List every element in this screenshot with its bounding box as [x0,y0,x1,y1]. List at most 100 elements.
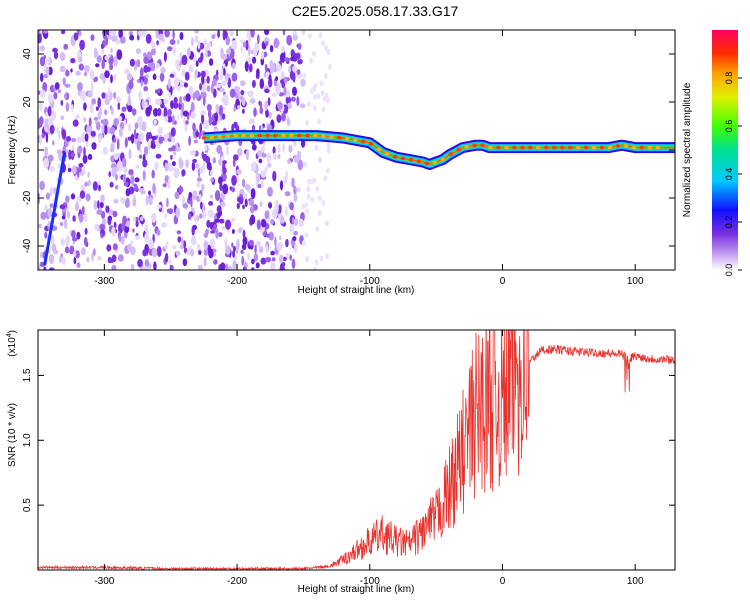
noise-blob [63,218,68,229]
noise-blob [183,82,188,88]
noise-blob [266,152,272,163]
noise-blob [39,56,46,67]
noise-blob [321,106,326,113]
noise-blob [135,216,139,222]
noise-blob [157,89,161,94]
noise-blob [225,263,229,270]
noise-blob [47,106,52,117]
noise-blob [213,223,217,232]
noise-blob [168,147,174,152]
noise-blob [172,30,175,40]
noise-blob [282,30,286,36]
noise-blob [229,88,236,99]
noise-blob [218,232,223,238]
noise-blob [248,45,251,57]
noise-blob [130,174,135,185]
noise-blob [260,257,267,265]
noise-blob [139,67,144,78]
noise-blob [94,116,98,121]
noise-blob [233,121,238,129]
noise-blob [123,166,128,173]
noise-blob [39,180,45,191]
noise-blob [87,90,93,98]
noise-blob [71,230,76,239]
noise-blob [160,67,166,74]
noise-blob [163,98,169,105]
noise-blob [173,102,179,109]
noise-blob [45,192,51,200]
noise-blob [123,181,129,187]
noise-blob [42,82,48,93]
noise-blob [327,64,332,71]
noise-blob [201,183,205,192]
noise-blob [54,82,60,90]
noise-blob [177,115,180,120]
noise-blob [205,228,209,235]
noise-blob [287,158,291,165]
noise-blob [164,116,169,123]
ridge-peak [631,145,637,150]
noise-blob [79,190,86,199]
noise-blob [51,225,58,231]
noise-blob [257,34,260,45]
noise-blob [326,147,331,154]
noise-blob [45,132,49,143]
noise-blob [151,169,155,179]
noise-blob [166,115,173,123]
noise-blob [295,52,301,60]
noise-blob [151,135,157,141]
top-x-axis-label: Height of straight line (km) [298,285,415,296]
noise-blob [196,177,202,182]
ridge-peak [496,145,501,150]
noise-blob [145,33,152,44]
noise-blob [282,143,286,152]
noise-blob [60,238,65,247]
noise-blob [280,216,285,224]
ridge-peak [265,133,270,138]
ridge-peak [416,159,422,164]
noise-blob [293,185,297,196]
noise-blob [154,161,159,171]
noise-blob [304,208,309,215]
noise-blob [200,201,203,210]
noise-blob [244,184,251,191]
noise-blob [265,256,272,263]
noise-blob [143,266,148,270]
noise-blob [93,77,96,83]
noise-blob [233,154,239,161]
noise-blob [63,43,69,50]
noise-blob [230,217,236,222]
noise-blob [176,230,182,235]
noise-blob [203,248,209,256]
noise-blob [101,59,105,70]
noise-blob [272,170,277,182]
noise-blob [297,159,304,171]
noise-blob [198,193,202,201]
noise-blob [137,116,143,126]
noise-blob [188,85,194,96]
noise-blob [203,240,209,251]
noise-blob [174,191,180,200]
noise-blob [265,41,269,46]
noise-blob [148,197,153,206]
noise-blob [153,261,157,270]
noise-blob [242,108,245,114]
noise-blob [44,146,49,157]
noise-blob [249,198,254,207]
noise-blob [296,96,300,107]
noise-blob [88,117,92,127]
ridge-peak [368,142,374,146]
noise-blob [52,140,55,146]
noise-blob [227,266,233,270]
noise-blob [264,63,268,72]
x-tick-label: -200 [227,576,247,587]
noise-blob [72,119,79,127]
noise-blob [297,58,303,65]
ridge-peak [472,143,477,148]
noise-blob [41,133,45,139]
noise-blob [304,201,309,208]
noise-blob [70,58,76,64]
ridge-peak [225,134,230,139]
noise-blob [47,154,54,162]
noise-blob [137,259,143,268]
